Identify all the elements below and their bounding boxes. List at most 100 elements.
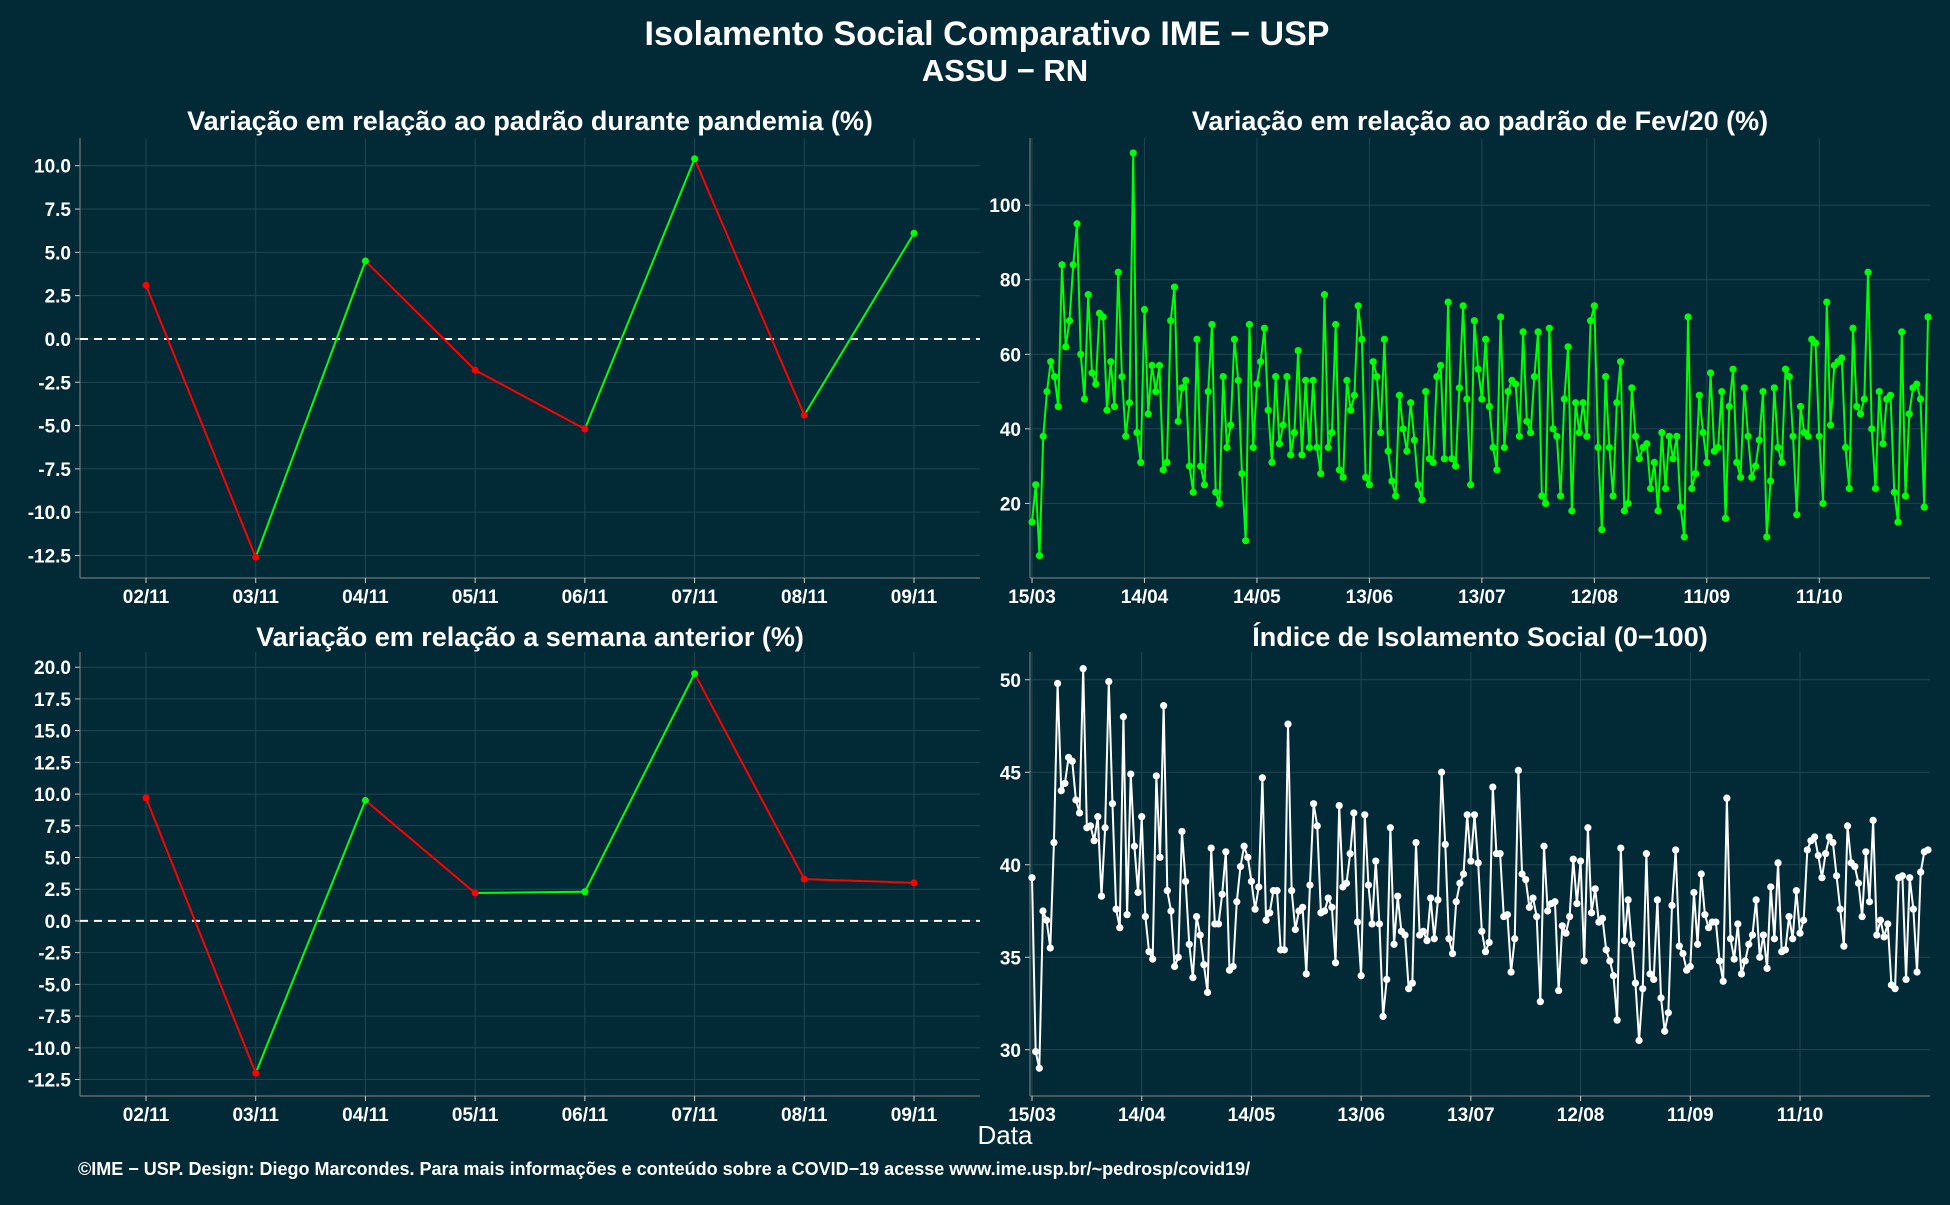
data-point [1726,935,1735,943]
data-point [1390,940,1398,948]
data-point [1032,1048,1040,1056]
data-point [1862,848,1870,856]
data-point [1628,940,1636,948]
data-point [1485,938,1493,947]
data-point [1669,455,1677,463]
data-point [1238,469,1246,478]
data-point [1407,399,1415,407]
y-tick-label: -7.5 [38,1007,71,1028]
data-point [1512,380,1520,388]
data-point [1279,421,1287,429]
data-point [1679,949,1687,958]
data-point [1686,962,1694,971]
data-point [1703,458,1711,467]
data-point [1751,462,1760,470]
data-point [1467,481,1475,489]
data-point [1542,499,1550,508]
y-tick-label: 60 [1000,345,1021,366]
data-point [1335,801,1343,810]
data-point [1437,361,1445,370]
data-point [1156,853,1164,861]
data-point [1843,822,1852,830]
data-point [1672,846,1680,854]
data-point [1362,473,1370,481]
data-point [1342,879,1351,887]
data-point [1388,477,1396,485]
data-point [1497,313,1505,321]
data-point [1470,317,1478,325]
data-point [1858,912,1866,921]
data-point [1774,443,1782,452]
data-point [1266,909,1274,917]
data-point [1149,955,1157,963]
x-tick-label: 08/11 [781,587,828,608]
data-point [1110,402,1119,411]
data-point [252,1069,260,1077]
x-tick-label: 13/06 [1346,587,1394,608]
data-point [1357,972,1365,980]
data-point [1676,503,1685,511]
data-point [1643,440,1651,448]
data-point [1105,678,1113,686]
data-point [1838,354,1846,362]
data-point [1459,870,1468,878]
x-tick-label: 14/05 [1228,1105,1276,1126]
data-point [1137,458,1145,467]
data-point [1560,395,1568,403]
data-point [1613,399,1621,407]
data-point [1247,877,1256,886]
data-point [1452,462,1460,470]
data-point [1108,800,1117,808]
data-point [1200,481,1209,489]
data-point [1789,432,1797,440]
data-point [1380,335,1389,343]
y-tick-label: 17.5 [34,690,71,711]
data-point [1094,813,1102,821]
data-point [1691,469,1700,478]
data-point [1324,894,1332,902]
data-point [1901,492,1910,500]
data-point [1068,757,1076,765]
data-point [1730,955,1738,963]
data-point [1075,809,1084,817]
data-point [1569,855,1577,863]
data-point [1840,942,1848,950]
x-tick-label: 11/10 [1796,587,1843,608]
data-point [1258,774,1266,782]
x-tick-label: 11/10 [1777,1105,1824,1126]
data-point [1249,443,1257,452]
data-point [1419,927,1427,935]
data-point [1496,850,1504,858]
data-point [1741,957,1749,965]
data-point [1875,387,1883,396]
decrease-segment [145,284,257,558]
data-point [1084,291,1092,299]
data-point [471,889,479,897]
data-point [1372,857,1380,865]
data-point [1240,842,1248,850]
x-tick-label: 08/11 [781,1105,828,1126]
data-point [1264,406,1272,414]
data-point [1077,350,1085,358]
data-point [1099,313,1107,321]
panel-title: Variação em relação ao padrão de Fev/20 … [1192,106,1768,136]
data-point [1482,335,1490,343]
data-point [1057,787,1065,795]
data-point [1763,533,1771,541]
data-point [1313,822,1321,830]
chart-panel-1: Variação em relação ao padrão durante pa… [28,106,980,608]
data-point [1138,813,1146,821]
data-point [1571,399,1580,407]
data-point [1712,918,1720,926]
data-point [1145,948,1153,956]
data-point [1661,484,1670,493]
data-point [1650,975,1658,984]
data-point [1306,881,1314,889]
data-point [1752,896,1760,904]
data-point [1759,931,1768,939]
data-point [1778,458,1786,467]
data-point [1873,931,1881,939]
data-point [1174,417,1182,425]
data-point [1851,863,1859,871]
data-point [1054,679,1062,688]
